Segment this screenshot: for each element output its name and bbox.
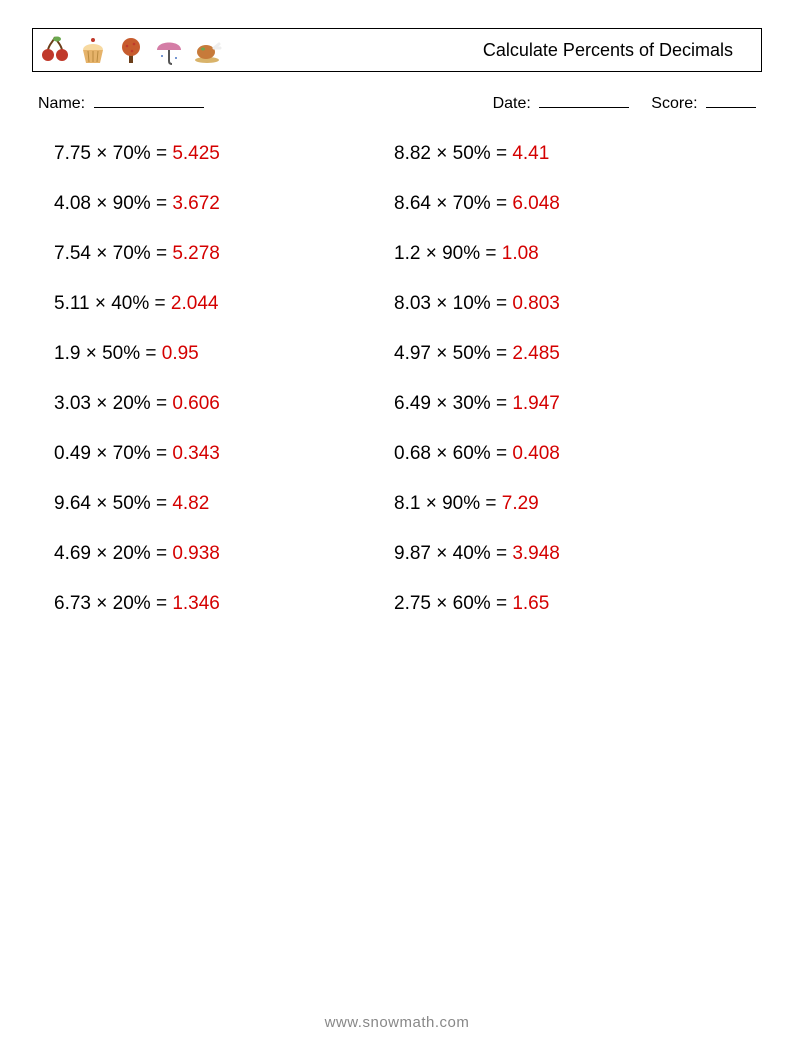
footer-url: www.snowmath.com <box>0 1014 794 1031</box>
problem-answer: 0.803 <box>512 293 560 314</box>
problem-answer: 0.606 <box>172 393 220 414</box>
problems-grid: 7.75 × 70% = 5.4258.82 × 50% = 4.414.08 … <box>32 143 762 615</box>
problem-row: 7.75 × 70% = 5.4258.82 × 50% = 4.41 <box>54 143 762 165</box>
problem-row: 4.69 × 20% = 0.9389.87 × 40% = 3.948 <box>54 543 762 565</box>
name-blank[interactable] <box>94 94 204 108</box>
problem-answer: 0.95 <box>162 343 199 364</box>
problem-cell: 7.75 × 70% = 5.425 <box>54 143 394 165</box>
problem-expression: 1.9 × 50% = <box>54 343 162 364</box>
problem-expression: 6.49 × 30% = <box>394 393 512 414</box>
worksheet-page: Calculate Percents of Decimals Name: Dat… <box>0 0 794 615</box>
problem-answer: 1.08 <box>502 243 539 264</box>
problem-answer: 3.672 <box>172 193 220 214</box>
problem-expression: 8.64 × 70% = <box>394 193 512 214</box>
name-field: Name: <box>38 94 204 113</box>
problem-answer: 4.41 <box>512 143 549 164</box>
date-field: Date: <box>493 94 630 113</box>
problem-answer: 5.278 <box>172 243 220 264</box>
problem-answer: 1.65 <box>512 593 549 614</box>
problem-answer: 6.048 <box>512 193 560 214</box>
score-blank[interactable] <box>706 94 756 108</box>
turkey-icon <box>191 34 223 66</box>
problem-expression: 4.69 × 20% = <box>54 543 172 564</box>
problem-expression: 8.1 × 90% = <box>394 493 502 514</box>
problem-answer: 0.938 <box>172 543 220 564</box>
problem-answer: 7.29 <box>502 493 539 514</box>
problem-answer: 2.485 <box>512 343 560 364</box>
header-icons <box>39 34 223 66</box>
score-label: Score: <box>651 95 697 112</box>
problem-row: 4.08 × 90% = 3.6728.64 × 70% = 6.048 <box>54 193 762 215</box>
problem-cell: 8.03 × 10% = 0.803 <box>394 293 560 315</box>
problem-cell: 5.11 × 40% = 2.044 <box>54 293 394 315</box>
meta-row: Name: Date: Score: <box>32 94 762 113</box>
problem-cell: 4.08 × 90% = 3.672 <box>54 193 394 215</box>
problem-expression: 4.08 × 90% = <box>54 193 172 214</box>
problem-answer: 5.425 <box>172 143 220 164</box>
date-blank[interactable] <box>539 94 629 108</box>
problem-expression: 0.68 × 60% = <box>394 443 512 464</box>
problem-cell: 0.49 × 70% = 0.343 <box>54 443 394 465</box>
problem-expression: 9.64 × 50% = <box>54 493 172 514</box>
problem-expression: 5.11 × 40% = <box>54 293 171 314</box>
problem-expression: 1.2 × 90% = <box>394 243 502 264</box>
problem-cell: 2.75 × 60% = 1.65 <box>394 593 549 615</box>
problem-expression: 0.49 × 70% = <box>54 443 172 464</box>
header-box: Calculate Percents of Decimals <box>32 28 762 72</box>
name-label: Name: <box>38 95 85 112</box>
problem-answer: 2.044 <box>171 293 219 314</box>
problem-cell: 9.87 × 40% = 3.948 <box>394 543 560 565</box>
problem-cell: 8.82 × 50% = 4.41 <box>394 143 549 165</box>
problem-expression: 3.03 × 20% = <box>54 393 172 414</box>
problem-cell: 3.03 × 20% = 0.606 <box>54 393 394 415</box>
problem-row: 6.73 × 20% = 1.3462.75 × 60% = 1.65 <box>54 593 762 615</box>
problem-expression: 7.75 × 70% = <box>54 143 172 164</box>
problem-cell: 8.1 × 90% = 7.29 <box>394 493 539 515</box>
problem-expression: 8.82 × 50% = <box>394 143 512 164</box>
problem-cell: 9.64 × 50% = 4.82 <box>54 493 394 515</box>
problem-expression: 6.73 × 20% = <box>54 593 172 614</box>
problem-row: 0.49 × 70% = 0.3430.68 × 60% = 0.408 <box>54 443 762 465</box>
score-field: Score: <box>651 94 756 113</box>
problem-expression: 4.97 × 50% = <box>394 343 512 364</box>
problem-answer: 3.948 <box>512 543 560 564</box>
problem-expression: 7.54 × 70% = <box>54 243 172 264</box>
problem-answer: 4.82 <box>172 493 209 514</box>
problem-cell: 1.2 × 90% = 1.08 <box>394 243 539 265</box>
tree-icon <box>115 34 147 66</box>
problem-cell: 4.69 × 20% = 0.938 <box>54 543 394 565</box>
problem-row: 3.03 × 20% = 0.6066.49 × 30% = 1.947 <box>54 393 762 415</box>
problem-row: 9.64 × 50% = 4.828.1 × 90% = 7.29 <box>54 493 762 515</box>
problem-expression: 9.87 × 40% = <box>394 543 512 564</box>
cherries-icon <box>39 34 71 66</box>
problem-row: 5.11 × 40% = 2.0448.03 × 10% = 0.803 <box>54 293 762 315</box>
problem-cell: 8.64 × 70% = 6.048 <box>394 193 560 215</box>
problem-answer: 1.947 <box>512 393 560 414</box>
problem-cell: 1.9 × 50% = 0.95 <box>54 343 394 365</box>
cupcake-icon <box>77 34 109 66</box>
worksheet-title: Calculate Percents of Decimals <box>483 40 751 61</box>
problem-cell: 7.54 × 70% = 5.278 <box>54 243 394 265</box>
problem-cell: 0.68 × 60% = 0.408 <box>394 443 560 465</box>
problem-expression: 8.03 × 10% = <box>394 293 512 314</box>
problem-cell: 6.73 × 20% = 1.346 <box>54 593 394 615</box>
problem-cell: 6.49 × 30% = 1.947 <box>394 393 560 415</box>
problem-row: 7.54 × 70% = 5.2781.2 × 90% = 1.08 <box>54 243 762 265</box>
problem-expression: 2.75 × 60% = <box>394 593 512 614</box>
problem-answer: 0.343 <box>172 443 220 464</box>
umbrella-icon <box>153 34 185 66</box>
problem-answer: 0.408 <box>512 443 560 464</box>
problem-row: 1.9 × 50% = 0.954.97 × 50% = 2.485 <box>54 343 762 365</box>
problem-cell: 4.97 × 50% = 2.485 <box>394 343 560 365</box>
problem-answer: 1.346 <box>172 593 220 614</box>
date-label: Date: <box>493 95 531 112</box>
